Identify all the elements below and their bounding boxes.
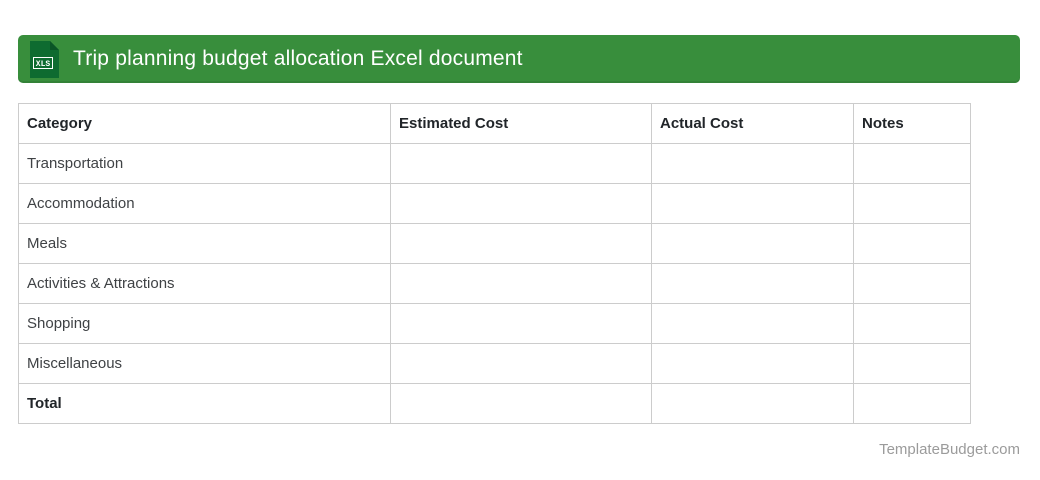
column-header-estimated-cost: Estimated Cost [390, 103, 652, 144]
table-row: Meals [18, 223, 971, 264]
cell-category: Activities & Attractions [18, 263, 391, 304]
page-title: Trip planning budget allocation Excel do… [73, 47, 523, 70]
cell-actual-cost [651, 343, 854, 384]
cell-estimated-cost [390, 143, 652, 184]
table-row: Total [18, 383, 971, 424]
cell-actual-cost [651, 183, 854, 224]
table-row: Accommodation [18, 183, 971, 224]
table-row: Shopping [18, 303, 971, 344]
cell-notes [853, 303, 971, 344]
column-header-notes: Notes [853, 103, 971, 144]
cell-estimated-cost [390, 263, 652, 304]
cell-notes [853, 183, 971, 224]
cell-actual-cost [651, 223, 854, 264]
table-body: Transportation Accommodation Meals Activiti… [18, 143, 971, 424]
site-watermark: TemplateBudget.com [879, 441, 1020, 458]
cell-estimated-cost [390, 223, 652, 264]
table-row: Activities & Attractions [18, 263, 971, 304]
cell-estimated-cost [390, 303, 652, 344]
xls-badge-label: XLS [36, 60, 51, 69]
cell-notes [853, 263, 971, 304]
cell-category: Miscellaneous [18, 343, 391, 384]
cell-actual-cost [651, 263, 854, 304]
xls-file-icon: XLS [30, 40, 59, 78]
cell-category: Meals [18, 223, 391, 264]
cell-actual-cost [651, 383, 854, 424]
table-row: Transportation [18, 143, 971, 184]
column-header-category: Category [18, 103, 391, 144]
table-row: Miscellaneous [18, 343, 971, 384]
cell-category: Shopping [18, 303, 391, 344]
cell-notes [853, 383, 971, 424]
cell-actual-cost [651, 303, 854, 344]
cell-category: Total [18, 383, 391, 424]
cell-notes [853, 343, 971, 384]
document-header: XLS Trip planning budget allocation Exce… [18, 35, 1020, 83]
cell-estimated-cost [390, 343, 652, 384]
cell-category: Transportation [18, 143, 391, 184]
budget-table: Category Estimated Cost Actual Cost Notes T… [18, 103, 971, 424]
cell-actual-cost [651, 143, 854, 184]
cell-notes [853, 223, 971, 264]
xls-badge [33, 56, 53, 69]
cell-estimated-cost [390, 183, 652, 224]
cell-notes [853, 143, 971, 184]
column-header-actual-cost: Actual Cost [651, 103, 854, 144]
cell-category: Accommodation [18, 183, 391, 224]
file-fold [50, 40, 59, 50]
cell-estimated-cost [390, 383, 652, 424]
table-header-row: Category Estimated Cost Actual Cost Notes [18, 103, 971, 144]
